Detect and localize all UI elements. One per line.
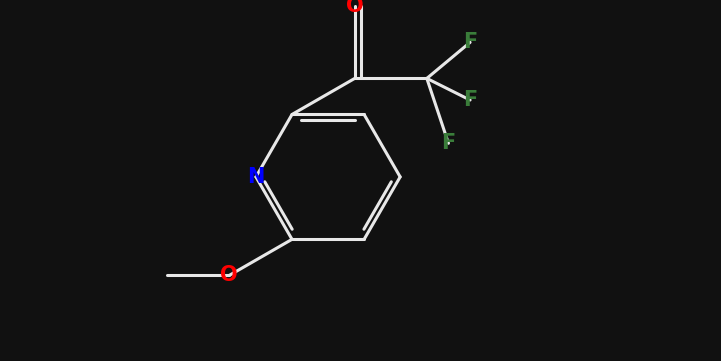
Text: O: O [221,265,238,286]
Text: N: N [247,167,265,187]
Text: F: F [463,90,477,110]
Text: F: F [463,32,477,52]
Text: F: F [441,133,456,153]
Text: O: O [346,0,363,16]
